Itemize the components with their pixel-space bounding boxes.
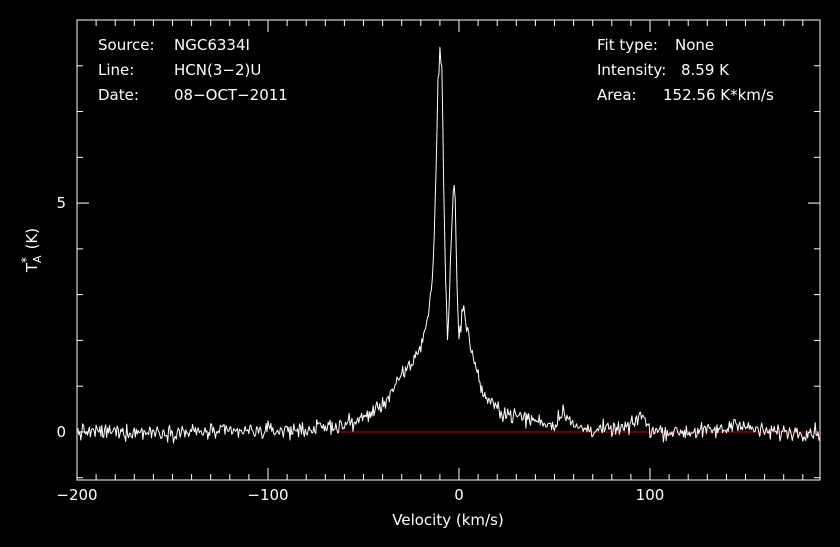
y-axis-label-symbol: T xyxy=(23,262,41,273)
info-line-key: Line: xyxy=(98,61,134,79)
y-axis-label-subscript: A xyxy=(31,255,44,263)
info-fit-type-value: None xyxy=(675,36,714,54)
info-source-value: NGC6334I xyxy=(174,36,250,54)
info-source-key: Source: xyxy=(98,36,155,54)
info-area-key: Area: xyxy=(597,86,637,104)
x-tick-label: 100 xyxy=(636,486,665,504)
info-date-value: 08−OCT−2011 xyxy=(174,86,288,104)
info-area-value: 152.56 K*km/s xyxy=(663,86,774,104)
x-axis-label: Velocity (km/s) xyxy=(392,511,503,529)
y-axis-label: T*A (K) xyxy=(19,228,44,273)
x-tick-label: −100 xyxy=(247,486,288,504)
spectrum-series-line xyxy=(76,46,821,444)
y-axis-label-unit: (K) xyxy=(23,228,41,250)
x-tick-label: 0 xyxy=(454,486,464,504)
info-fit-type-key: Fit type: xyxy=(597,36,658,54)
plot-frame xyxy=(76,19,821,481)
info-intensity-key: Intensity: xyxy=(597,61,666,79)
info-date-key: Date: xyxy=(98,86,139,104)
info-line-value: HCN(3−2)U xyxy=(174,61,261,79)
y-tick-label: 0 xyxy=(56,423,66,441)
x-tick-label: −200 xyxy=(56,486,97,504)
x-axis-ticks: −200 −100 0 100 xyxy=(56,20,804,504)
y-axis-label-superscript: * xyxy=(19,257,33,263)
y-tick-label: 5 xyxy=(56,194,66,212)
info-intensity-value: 8.59 K xyxy=(681,61,730,79)
